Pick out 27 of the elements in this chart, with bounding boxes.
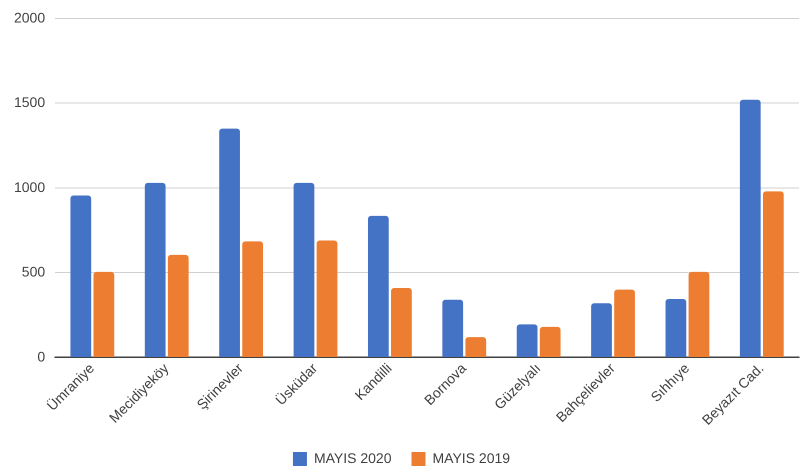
bar [540, 326, 561, 357]
bar [762, 191, 784, 357]
bar [368, 216, 389, 357]
legend-label: MAYIS 2019 [432, 450, 510, 466]
bar [614, 290, 635, 357]
bar [70, 196, 92, 357]
y-tick-label: 500 [22, 264, 46, 280]
bar [740, 100, 761, 357]
bar [666, 298, 686, 357]
bar [316, 240, 338, 357]
y-tick-label: 1000 [14, 178, 46, 195]
bar [516, 324, 538, 357]
bar [93, 272, 114, 357]
y-tick-label: 0 [37, 348, 46, 364]
bar [591, 303, 612, 357]
bar [442, 300, 464, 357]
bar [168, 254, 189, 357]
bar [391, 288, 412, 357]
bar [465, 337, 486, 357]
legend-label: MAYIS 2020 [314, 450, 392, 466]
bar [688, 272, 710, 357]
y-tick-label: 2000 [14, 9, 46, 26]
bar [294, 182, 314, 357]
bar [144, 182, 166, 357]
bar [219, 128, 240, 357]
y-tick-label: 1500 [14, 94, 46, 110]
bar [242, 241, 264, 357]
